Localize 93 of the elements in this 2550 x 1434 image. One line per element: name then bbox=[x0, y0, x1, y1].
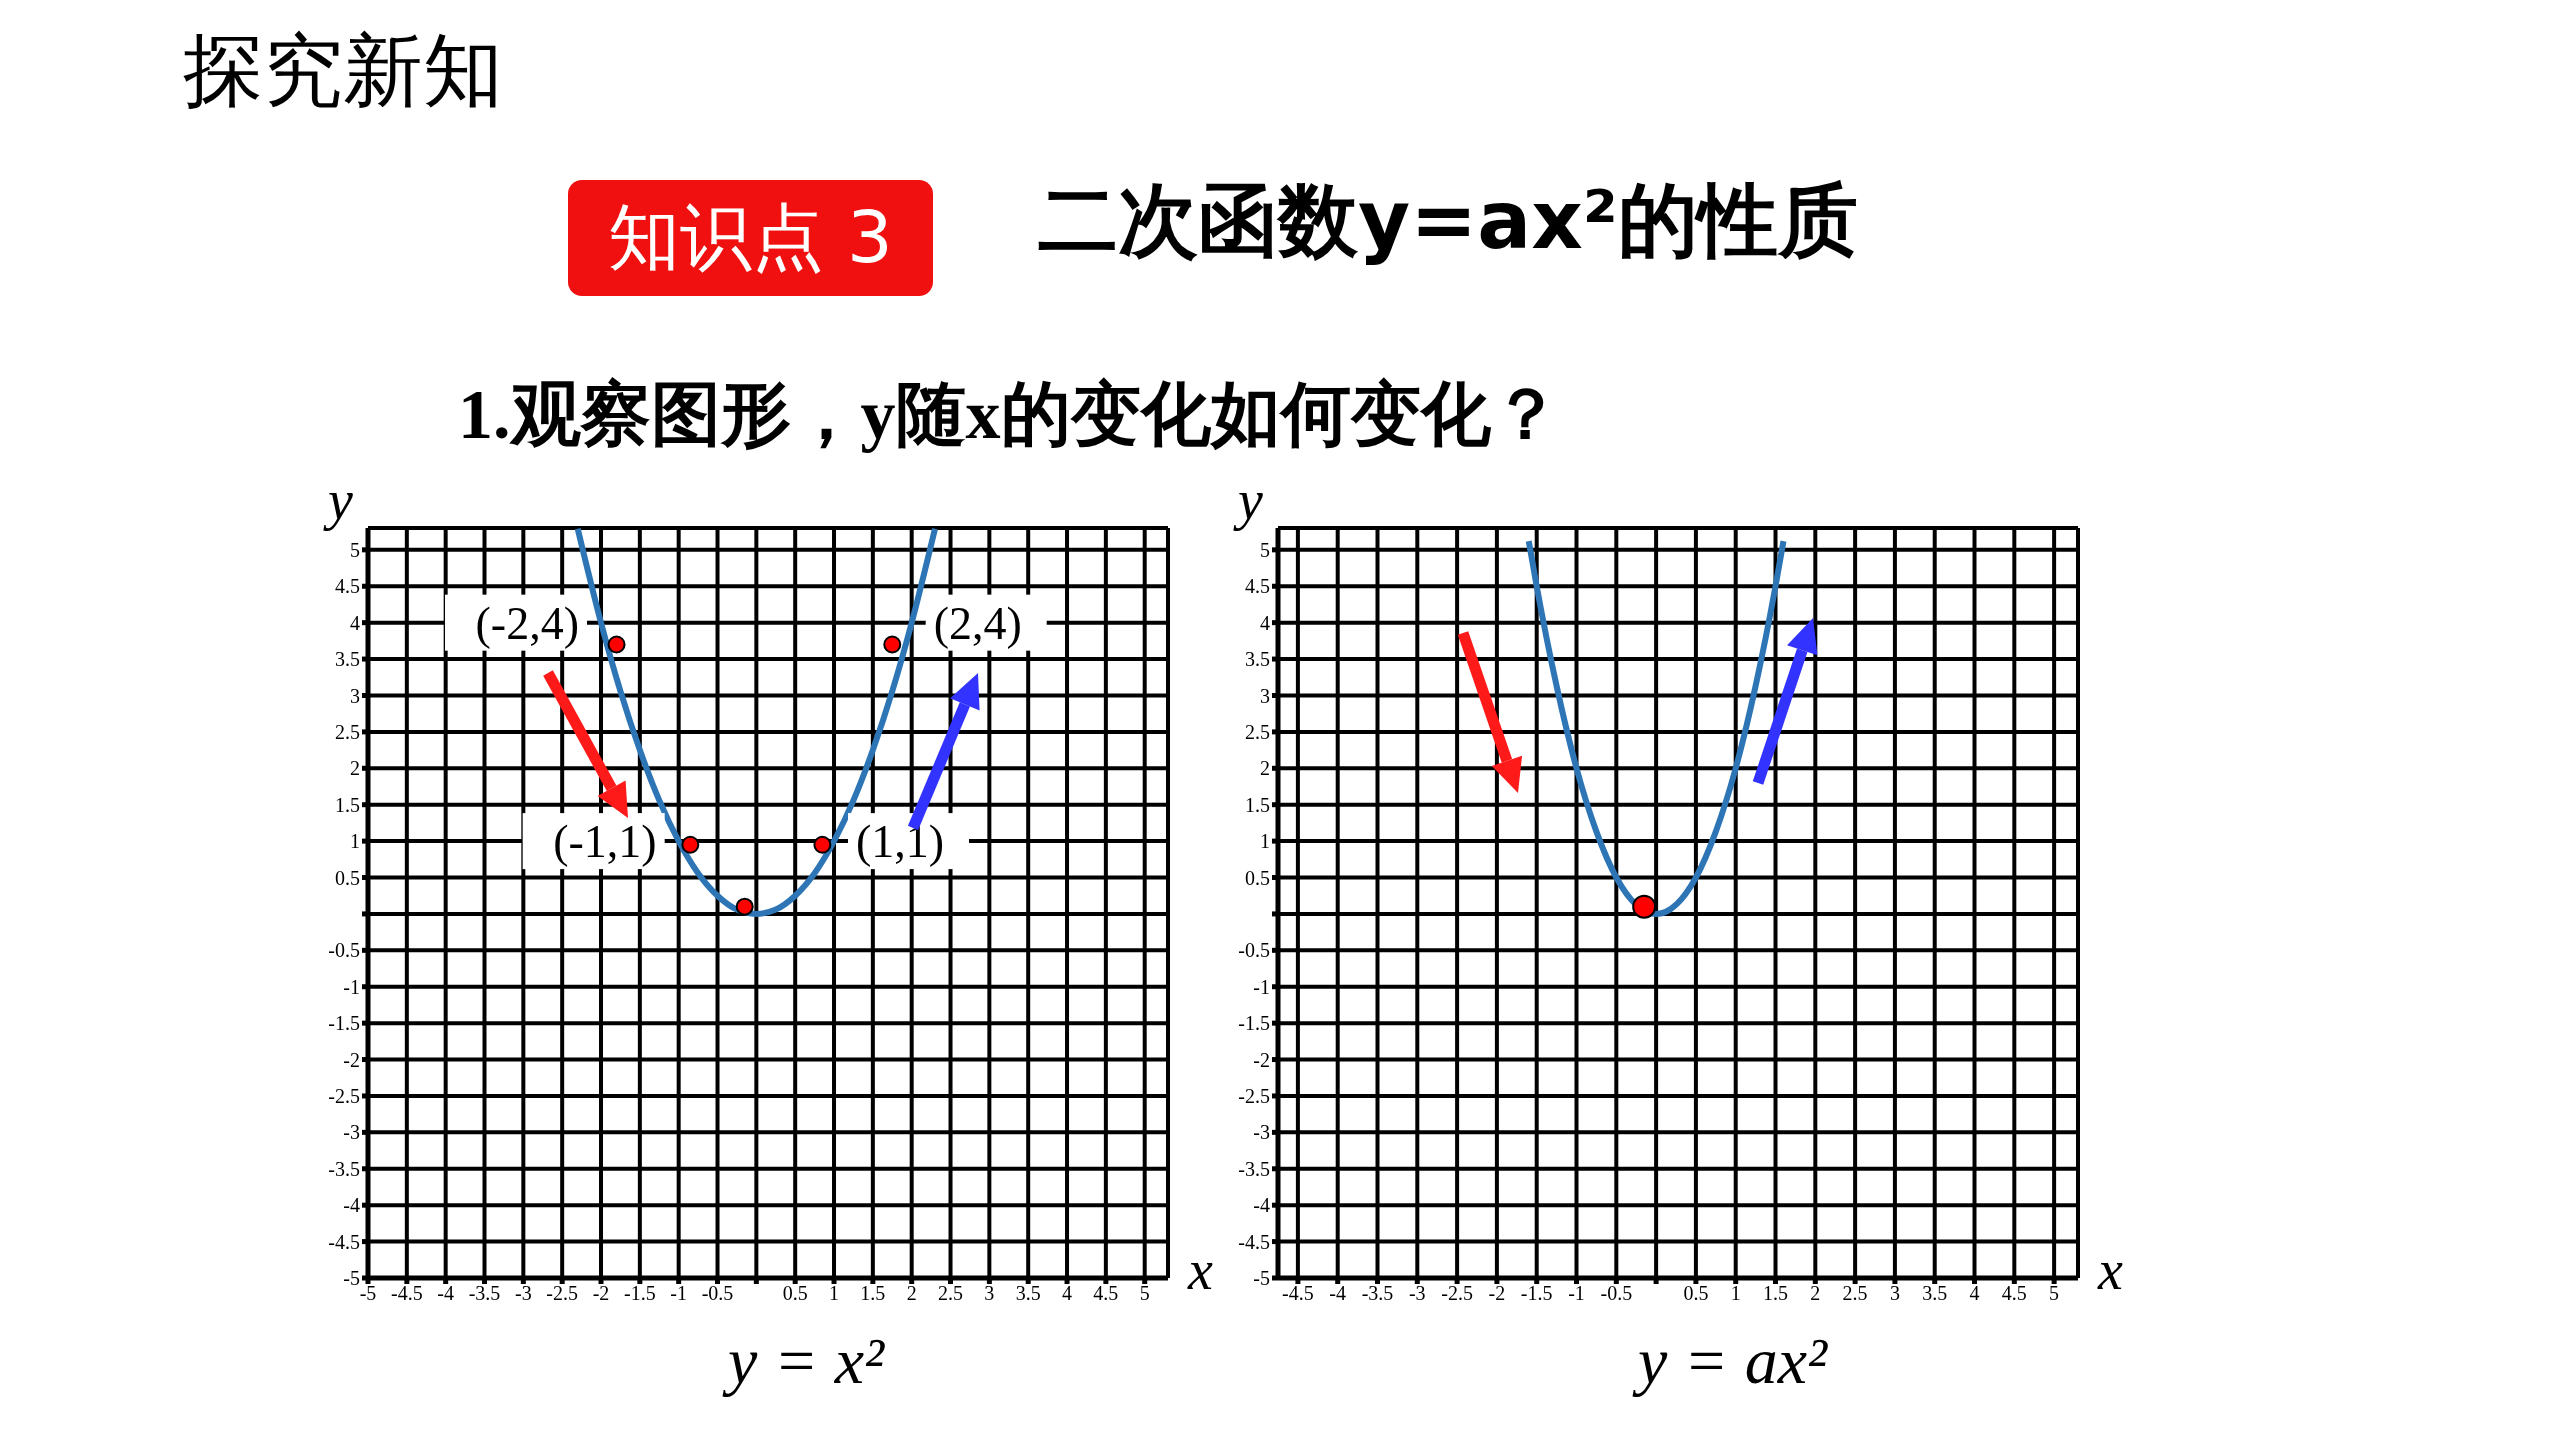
x-tick-label: -2.5 bbox=[1441, 1282, 1473, 1305]
annotation: (-1,1) bbox=[553, 816, 657, 868]
y-tick-label: -1 bbox=[343, 975, 360, 998]
x-tick-label: -2 bbox=[1488, 1282, 1506, 1305]
x-tick-label: -4.5 bbox=[391, 1282, 423, 1305]
x-tick-label: 4 bbox=[1969, 1282, 1980, 1305]
x-tick-label: 5 bbox=[2049, 1282, 2060, 1305]
y-tick-label: -3 bbox=[1253, 1121, 1270, 1144]
chart-title: 二次函数y=ax²的性质 bbox=[1038, 173, 1858, 269]
x-tick-label: 3 bbox=[1889, 1282, 1900, 1305]
y-tick-label: -2.5 bbox=[328, 1085, 360, 1108]
x-tick-label: -1.5 bbox=[1520, 1282, 1553, 1305]
y-tick-label: 2 bbox=[1260, 757, 1270, 780]
y-tick-label: -1.5 bbox=[328, 1012, 360, 1035]
x-tick-label: 2.5 bbox=[1842, 1282, 1868, 1305]
y-tick-label: -5 bbox=[343, 1267, 360, 1290]
annotation: (-2,4) bbox=[475, 597, 580, 649]
y-tick-label: 5 bbox=[1260, 538, 1270, 561]
y-tick-label: 1 bbox=[1260, 830, 1270, 853]
y-tick-label: 1 bbox=[350, 830, 360, 853]
x-tick-label: 4 bbox=[1062, 1282, 1073, 1305]
x-tick-label: -0.5 bbox=[701, 1282, 734, 1305]
x-tick-label: 4.5 bbox=[1093, 1282, 1119, 1305]
x-tick-label: 2.5 bbox=[938, 1282, 964, 1305]
y-tick-label: 2.5 bbox=[335, 720, 360, 743]
x-tick-label: 3 bbox=[984, 1282, 995, 1305]
chart-subtitle: 1.观察图形，y随x的变化如何变化？ bbox=[458, 375, 1561, 455]
y-tick-label: -3.5 bbox=[1238, 1157, 1270, 1180]
x-axis-title: x bbox=[2098, 1238, 2123, 1302]
y-tick-label: 4.5 bbox=[335, 575, 360, 598]
y-tick-label: 2.5 bbox=[1245, 720, 1270, 743]
text: 知识点 3 bbox=[568, 180, 933, 296]
y-tick-label: -4.5 bbox=[1238, 1230, 1270, 1253]
y-tick-label: 3 bbox=[1260, 684, 1270, 707]
y-tick-label: 5 bbox=[350, 538, 360, 561]
y-tick-label: -1.5 bbox=[1238, 1012, 1270, 1035]
x-tick-label: -2 bbox=[592, 1282, 610, 1305]
point bbox=[607, 635, 626, 654]
y-tick-label: -2.5 bbox=[1238, 1085, 1270, 1108]
y-tick-label: 0.5 bbox=[1245, 866, 1270, 889]
y-tick-label: 3.5 bbox=[1245, 648, 1270, 671]
y-tick-label: 1.5 bbox=[335, 793, 360, 816]
x-tick-label: -4 bbox=[1329, 1282, 1347, 1305]
y-tick-label: -4 bbox=[343, 1194, 360, 1217]
point bbox=[883, 635, 902, 654]
y-tick-label: 4.5 bbox=[1245, 575, 1270, 598]
annotation: (2,4) bbox=[933, 597, 1022, 649]
point bbox=[813, 835, 832, 854]
y-tick-label: 0.5 bbox=[335, 866, 360, 889]
x-axis-title: x bbox=[1188, 1238, 1213, 1302]
x-tick-label: -1 bbox=[1568, 1282, 1585, 1305]
y-tick-label: -3.5 bbox=[328, 1157, 360, 1180]
annotation: (1,1) bbox=[856, 816, 945, 868]
x-tick-label: 1 bbox=[829, 1282, 840, 1305]
y-tick-label: -5 bbox=[1253, 1267, 1270, 1290]
x-tick-label: 1.5 bbox=[1763, 1282, 1789, 1305]
x-tick-label: 1 bbox=[1730, 1282, 1741, 1305]
x-tick-label: -1 bbox=[670, 1282, 688, 1305]
y-tick-label: 4 bbox=[1260, 611, 1270, 634]
y-tick-label: 4 bbox=[350, 611, 360, 634]
x-tick-label: -1.5 bbox=[624, 1282, 656, 1305]
x-tick-label: 1.5 bbox=[860, 1282, 886, 1305]
x-tick-label: -3.5 bbox=[468, 1282, 501, 1305]
y-tick-label: -0.5 bbox=[1238, 939, 1270, 962]
y-tick-label: 3 bbox=[350, 684, 360, 707]
y-tick-label: -3 bbox=[343, 1121, 360, 1144]
x-tick-label: 0.5 bbox=[782, 1282, 808, 1305]
x-tick-label: 2 bbox=[1810, 1282, 1821, 1305]
y-tick-label: -1 bbox=[1253, 975, 1270, 998]
y-tick-label: 3.5 bbox=[335, 648, 360, 671]
x-tick-label: 3.5 bbox=[1922, 1282, 1948, 1305]
x-tick-label: 4.5 bbox=[2001, 1282, 2027, 1305]
y-tick-label: -4.5 bbox=[328, 1230, 360, 1253]
x-tick-label: 0.5 bbox=[1683, 1282, 1709, 1305]
x-tick-label: -4.5 bbox=[1282, 1282, 1314, 1305]
y-tick-label: 1.5 bbox=[1245, 793, 1270, 816]
text: 探究新知 bbox=[183, 23, 503, 119]
x-tick-label: -3 bbox=[515, 1282, 532, 1305]
point bbox=[681, 835, 700, 854]
y-tick-label: -4 bbox=[1253, 1194, 1270, 1217]
x-tick-label: -4 bbox=[437, 1282, 455, 1305]
x-tick-label: -3 bbox=[1408, 1282, 1426, 1305]
point bbox=[735, 897, 754, 916]
y-tick-label: 2 bbox=[350, 757, 360, 780]
x-tick-label: -3.5 bbox=[1361, 1282, 1394, 1305]
y-tick-label: -2 bbox=[1253, 1048, 1270, 1071]
y-tick-label: -0.5 bbox=[328, 939, 360, 962]
x-tick-label: 5 bbox=[1139, 1282, 1150, 1305]
x-tick-label: -0.5 bbox=[1600, 1282, 1633, 1305]
x-tick-label: -2.5 bbox=[546, 1282, 579, 1305]
y-tick-label: -2 bbox=[343, 1048, 360, 1071]
x-tick-label: 2 bbox=[906, 1282, 917, 1305]
x-tick-label: 3.5 bbox=[1015, 1282, 1041, 1305]
